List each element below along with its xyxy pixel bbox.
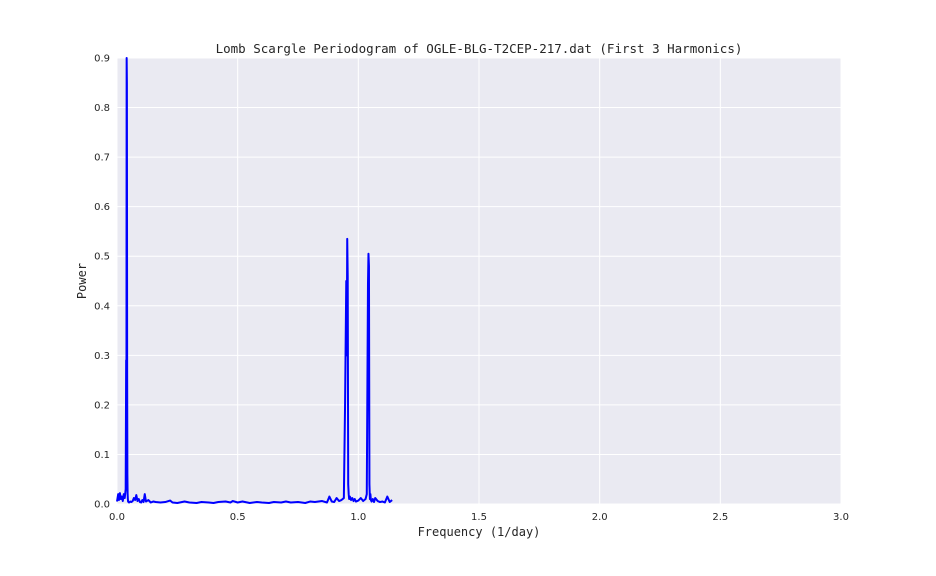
y-axis-ticks: 0.0 0.1 0.2 0.3 0.4 0.5 0.6 0.7 0.8 0.9	[94, 54, 110, 511]
y-tick-label: 0.6	[94, 202, 110, 213]
x-tick-label: 2.0	[592, 512, 608, 523]
y-tick-label: 0.4	[94, 301, 110, 312]
y-tick-label: 0.5	[94, 252, 110, 263]
x-axis-label: Frequency (1/day)	[418, 525, 541, 539]
chart-title: Lomb Scargle Periodogram of OGLE-BLG-T2C…	[216, 41, 743, 56]
x-tick-label: 1.0	[350, 512, 366, 523]
x-tick-label: 2.5	[712, 512, 728, 523]
y-tick-label: 0.3	[94, 351, 110, 362]
y-tick-label: 0.8	[94, 103, 110, 114]
x-axis-ticks: 0.0 0.5 1.0 1.5 2.0 2.5 3.0	[109, 512, 849, 523]
x-tick-label: 0.0	[109, 512, 125, 523]
y-tick-label: 0.0	[94, 500, 110, 511]
x-tick-label: 0.5	[230, 512, 246, 523]
series-layer	[116, 57, 393, 505]
periodogram-line	[116, 57, 393, 505]
y-tick-label: 0.2	[94, 400, 110, 411]
y-tick-label: 0.1	[94, 450, 110, 461]
y-axis-label: Power	[75, 263, 89, 299]
x-tick-label: 3.0	[833, 512, 849, 523]
y-tick-label: 0.9	[94, 54, 110, 65]
y-tick-label: 0.7	[94, 153, 110, 164]
grid	[116, 57, 842, 505]
x-tick-label: 1.5	[471, 512, 487, 523]
